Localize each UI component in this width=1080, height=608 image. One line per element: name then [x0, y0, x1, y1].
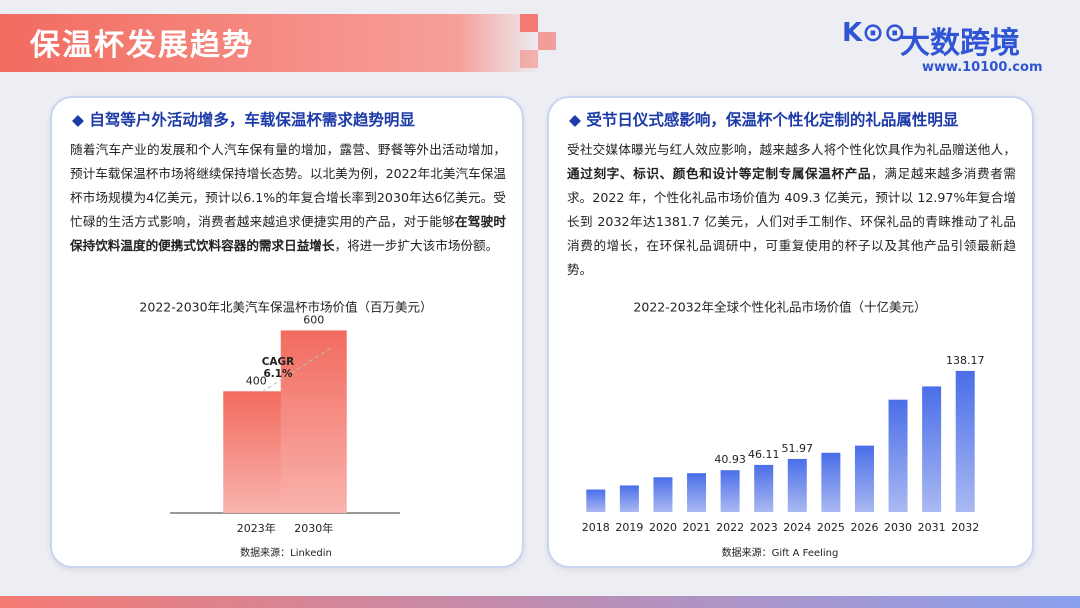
bar — [586, 489, 606, 512]
body-text: 在驾驶时保持饮料温度的便携式饮料容器的需求日益增长 — [70, 214, 507, 253]
chart-title: 2022-2030年北美汽车保温杯市场价值（百万美元） — [139, 300, 432, 315]
x-tick-label: 2030年 — [294, 521, 333, 535]
x-tick-label: 2026 — [850, 521, 878, 534]
deco — [538, 32, 556, 50]
bar — [280, 330, 347, 513]
bar — [821, 452, 841, 512]
value-label: 600 — [303, 313, 324, 326]
bar — [888, 399, 908, 512]
annotation: 6.1% — [263, 368, 293, 380]
x-tick-label: 2020 — [649, 521, 677, 534]
value-label: 40.93 — [714, 453, 746, 466]
x-tick-label: 2031 — [918, 521, 946, 534]
x-tick-label: 2022 — [716, 521, 744, 534]
value-label: 400 — [246, 374, 267, 387]
body-text: 随着汽车产业的发展和个人汽车保有量的增加，露营、野餐等外出活动增加，预计车载保温… — [70, 142, 506, 229]
bar — [687, 473, 707, 512]
panel-heading: ◆ 受节日仪式感影响，保温杯个性化定制的礼品属性明显 — [569, 111, 959, 129]
source: 数据来源：Gift A Feeling — [722, 546, 839, 559]
bar — [955, 370, 975, 512]
footer-strip — [0, 596, 1080, 608]
bar — [653, 477, 673, 512]
panel-heading: ◆ 自驾等户外活动增多，车载保温杯需求趋势明显 — [72, 111, 415, 129]
panel-body: 随着汽车产业的发展和个人汽车保有量的增加，露营、野餐等外出活动增加，预计车载保温… — [70, 138, 506, 258]
x-tick-label: 2019 — [615, 521, 643, 534]
url: www.10100.com — [922, 60, 1043, 75]
bar — [223, 391, 290, 513]
body-text: ，将进一步扩大该市场份额。 — [334, 238, 499, 253]
x-tick-label: 2024 — [783, 521, 811, 534]
body-text: 受社交媒体曝光与红人效应影响，越来越多人将个性化饮具作为礼品赠送他人， — [567, 142, 1016, 157]
x-tick-label: 2021 — [683, 521, 711, 534]
source: 数据来源：Linkedin — [240, 546, 332, 559]
bar — [787, 458, 807, 512]
panel-body: 受社交媒体曝光与红人效应影响，越来越多人将个性化饮具作为礼品赠送他人， 通过刻字、… — [567, 138, 1016, 282]
deco — [520, 50, 538, 68]
x-tick-label: 2025 — [817, 521, 845, 534]
body-text: ，满足越来越多消费者需求。2022 年，个性化礼品市场价值为 409.3 亿美元… — [567, 166, 1017, 277]
bar — [754, 464, 774, 512]
page-title: 保温杯发展趋势 — [30, 28, 254, 63]
heading-text: 受节日仪式感影响，保温杯个性化定制的礼品属性明显 — [586, 111, 959, 129]
logo-mark: K⊙⊙ — [842, 18, 906, 48]
chart-title: 2022-2032年全球个性化礼品市场价值（十亿美元） — [633, 300, 926, 315]
bar — [720, 470, 740, 512]
value-label: 51.97 — [782, 442, 814, 455]
bar — [619, 485, 639, 512]
x-tick-label: 2030 — [884, 521, 912, 534]
logo: 大数跨境 — [900, 26, 1020, 61]
heading-text: 自驾等户外活动增多，车载保温杯需求趋势明显 — [89, 111, 415, 129]
banner — [0, 14, 540, 72]
annotation: CAGR — [262, 356, 295, 368]
value-label: 46.11 — [748, 448, 780, 461]
bar — [922, 386, 942, 512]
body-text: 通过刻字、标识、颜色和设计等定制专属保温杯产品 — [567, 166, 872, 181]
x-tick-label: 2023年 — [237, 521, 276, 535]
bar — [854, 445, 874, 512]
value-label: 138.17 — [946, 354, 985, 367]
deco — [520, 14, 538, 32]
x-tick-label: 2032 — [951, 521, 979, 534]
x-tick-label: 2023 — [750, 521, 778, 534]
x-tick-label: 2018 — [582, 521, 610, 534]
